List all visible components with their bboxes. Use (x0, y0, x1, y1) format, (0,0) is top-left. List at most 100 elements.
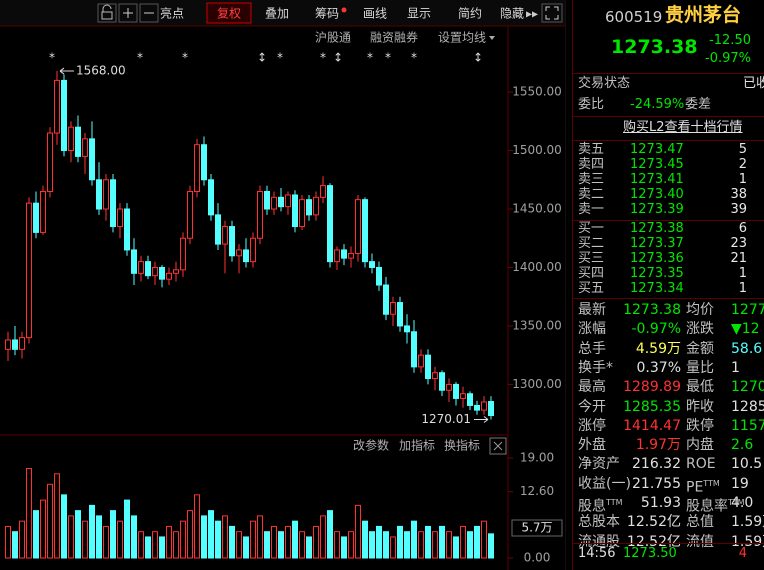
volume-bar (26, 468, 32, 559)
candle-body (159, 266, 165, 280)
candle-body (467, 393, 473, 406)
toolbar-button[interactable] (206, 2, 252, 24)
volume-bar (306, 536, 312, 559)
y-tick-label: 1450.00 (512, 202, 562, 216)
candle-body (474, 404, 480, 411)
candle-body (215, 214, 221, 245)
stat-label: 均价 (686, 302, 714, 318)
more-arrow: ▸▸ (526, 7, 538, 21)
toolbar-label: 画线 (363, 7, 387, 21)
tick-volume: 4 (738, 546, 747, 561)
candle-body (40, 190, 46, 233)
event-mark: ↕ (257, 51, 267, 65)
candle-body (439, 372, 445, 391)
candle-body (19, 337, 25, 350)
order-price: 1273.37 (630, 236, 684, 251)
candle-body (110, 179, 116, 228)
toolbar-label: 叠加 (265, 7, 289, 21)
subtoolbar-label[interactable]: 沪股通 (315, 31, 351, 45)
y-tick-label: 1500.00 (512, 143, 562, 157)
volume-bar (446, 531, 452, 559)
volume-bar (222, 515, 228, 559)
volume-bar (61, 494, 67, 559)
stat-value: 1157 (731, 417, 764, 434)
lock-button[interactable] (97, 3, 117, 23)
candle-body (61, 79, 67, 152)
volume-bar (19, 520, 25, 559)
stat-value: ▼12 (731, 321, 760, 338)
v-tick-label: 19.00 (520, 451, 554, 465)
stat-label: 内盘 (686, 437, 714, 454)
candle-body (26, 202, 32, 339)
close-indicator-button[interactable] (489, 437, 507, 455)
stat-value: 1285.35 (623, 398, 681, 415)
volume-bar (460, 525, 466, 559)
candle-body (75, 126, 81, 157)
divider (573, 116, 764, 117)
order-volume: 1 (738, 281, 747, 296)
order-volume: 6 (738, 221, 747, 236)
order-price: 1273.40 (630, 187, 684, 202)
zoom-out-button[interactable] (139, 3, 159, 23)
stat-value: 51.93 (640, 495, 681, 511)
subtoolbar-label[interactable]: 融资融券 (370, 30, 418, 45)
volume-bar (376, 525, 382, 559)
candle-body (68, 126, 74, 152)
indicator-button[interactable]: 换指标 (444, 438, 480, 453)
stock-name: 贵州茅台 (665, 4, 742, 26)
candle-body (131, 249, 137, 274)
y-tick-label: 1300.00 (512, 377, 562, 391)
volume-bar (488, 533, 494, 559)
zoom-in-button[interactable] (118, 3, 138, 23)
stat-label: 跌停 (686, 417, 714, 434)
stat-label: 股息TTM (578, 498, 623, 515)
event-mark: ↕ (333, 51, 343, 65)
volume-bar (292, 520, 298, 559)
toolbar-label: 复权 (217, 7, 241, 21)
volume-bar (278, 531, 284, 559)
stat-value: 10.5 (731, 456, 763, 473)
stat-label: 收益(一) (578, 475, 631, 492)
bid-diff-label: 委差 (685, 97, 712, 112)
candle-body (369, 261, 375, 268)
stat-label: 量比 (686, 359, 714, 376)
stat-value: 1289.89 (623, 379, 681, 396)
candle-body (278, 196, 284, 208)
volume-bar (208, 510, 214, 559)
volume-bar (110, 510, 116, 559)
indicator-button[interactable]: 加指标 (399, 438, 435, 453)
candle-body (194, 144, 200, 192)
toolbar-label: 隐藏 (500, 7, 524, 21)
volume-bar (173, 531, 179, 559)
stock-code: 600519 (605, 8, 663, 26)
volume-bar (33, 510, 39, 559)
splitter[interactable] (565, 0, 566, 570)
high-arrow (59, 67, 74, 75)
volume-bar (89, 504, 95, 559)
volume-bar (355, 504, 361, 559)
order-level: 买五 (578, 281, 605, 296)
stat-value: 1 (731, 359, 740, 376)
fullscreen-button[interactable] (541, 3, 563, 23)
stat-value: 19 (731, 475, 749, 492)
candle-body (89, 138, 95, 181)
indicator-button[interactable]: 改参数 (353, 438, 389, 453)
volume-bar (250, 520, 256, 559)
stat-value: 1277 (731, 302, 764, 318)
last-price: 1273.38 (611, 36, 698, 58)
volume-bar (236, 531, 242, 559)
stat-value: 4.59万 (635, 340, 681, 357)
stat-label: 昨收 (686, 398, 714, 415)
superscript: TTM (703, 478, 720, 488)
order-level: 卖四 (578, 157, 605, 172)
status-value: 已收盘 (743, 76, 764, 91)
subtoolbar-label[interactable]: 设置均线 (438, 31, 486, 45)
l2-link[interactable]: 购买L2查看十档行情 (623, 120, 743, 135)
volume-bar (152, 531, 158, 559)
stat-label: 最低 (686, 379, 714, 396)
event-mark: * (49, 51, 55, 65)
volume-bar (124, 499, 130, 559)
stat-value: 1273.38 (623, 302, 681, 318)
candle-body (236, 249, 242, 257)
stat-label: 股息率TTM (686, 498, 745, 515)
